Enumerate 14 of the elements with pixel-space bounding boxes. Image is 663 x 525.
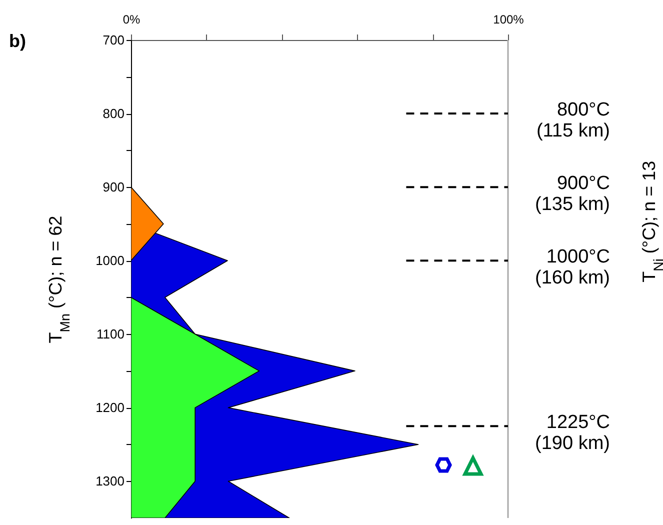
ref-line-label: 800°C (115 km): [536, 100, 610, 142]
y-tick-label: 800: [102, 106, 124, 122]
y-tick-label: 1300: [96, 474, 124, 489]
chart-title: b): [9, 31, 26, 51]
y-tick-label: 1200: [96, 400, 124, 416]
y-tick-label: 700: [102, 32, 124, 48]
x-tick-label: 0%: [122, 12, 140, 26]
x-tick-label: 100%: [493, 12, 524, 26]
ref-line-label: 900°C (135 km): [535, 173, 610, 216]
y-tick-label: 900: [102, 180, 124, 195]
y-tick-label: 1100: [96, 326, 124, 342]
ref-line-label: 1225°C (190 km): [535, 412, 610, 454]
ref-line-label: 1000°C (160 km): [535, 246, 610, 289]
y-tick-label: 1000: [96, 253, 124, 268]
